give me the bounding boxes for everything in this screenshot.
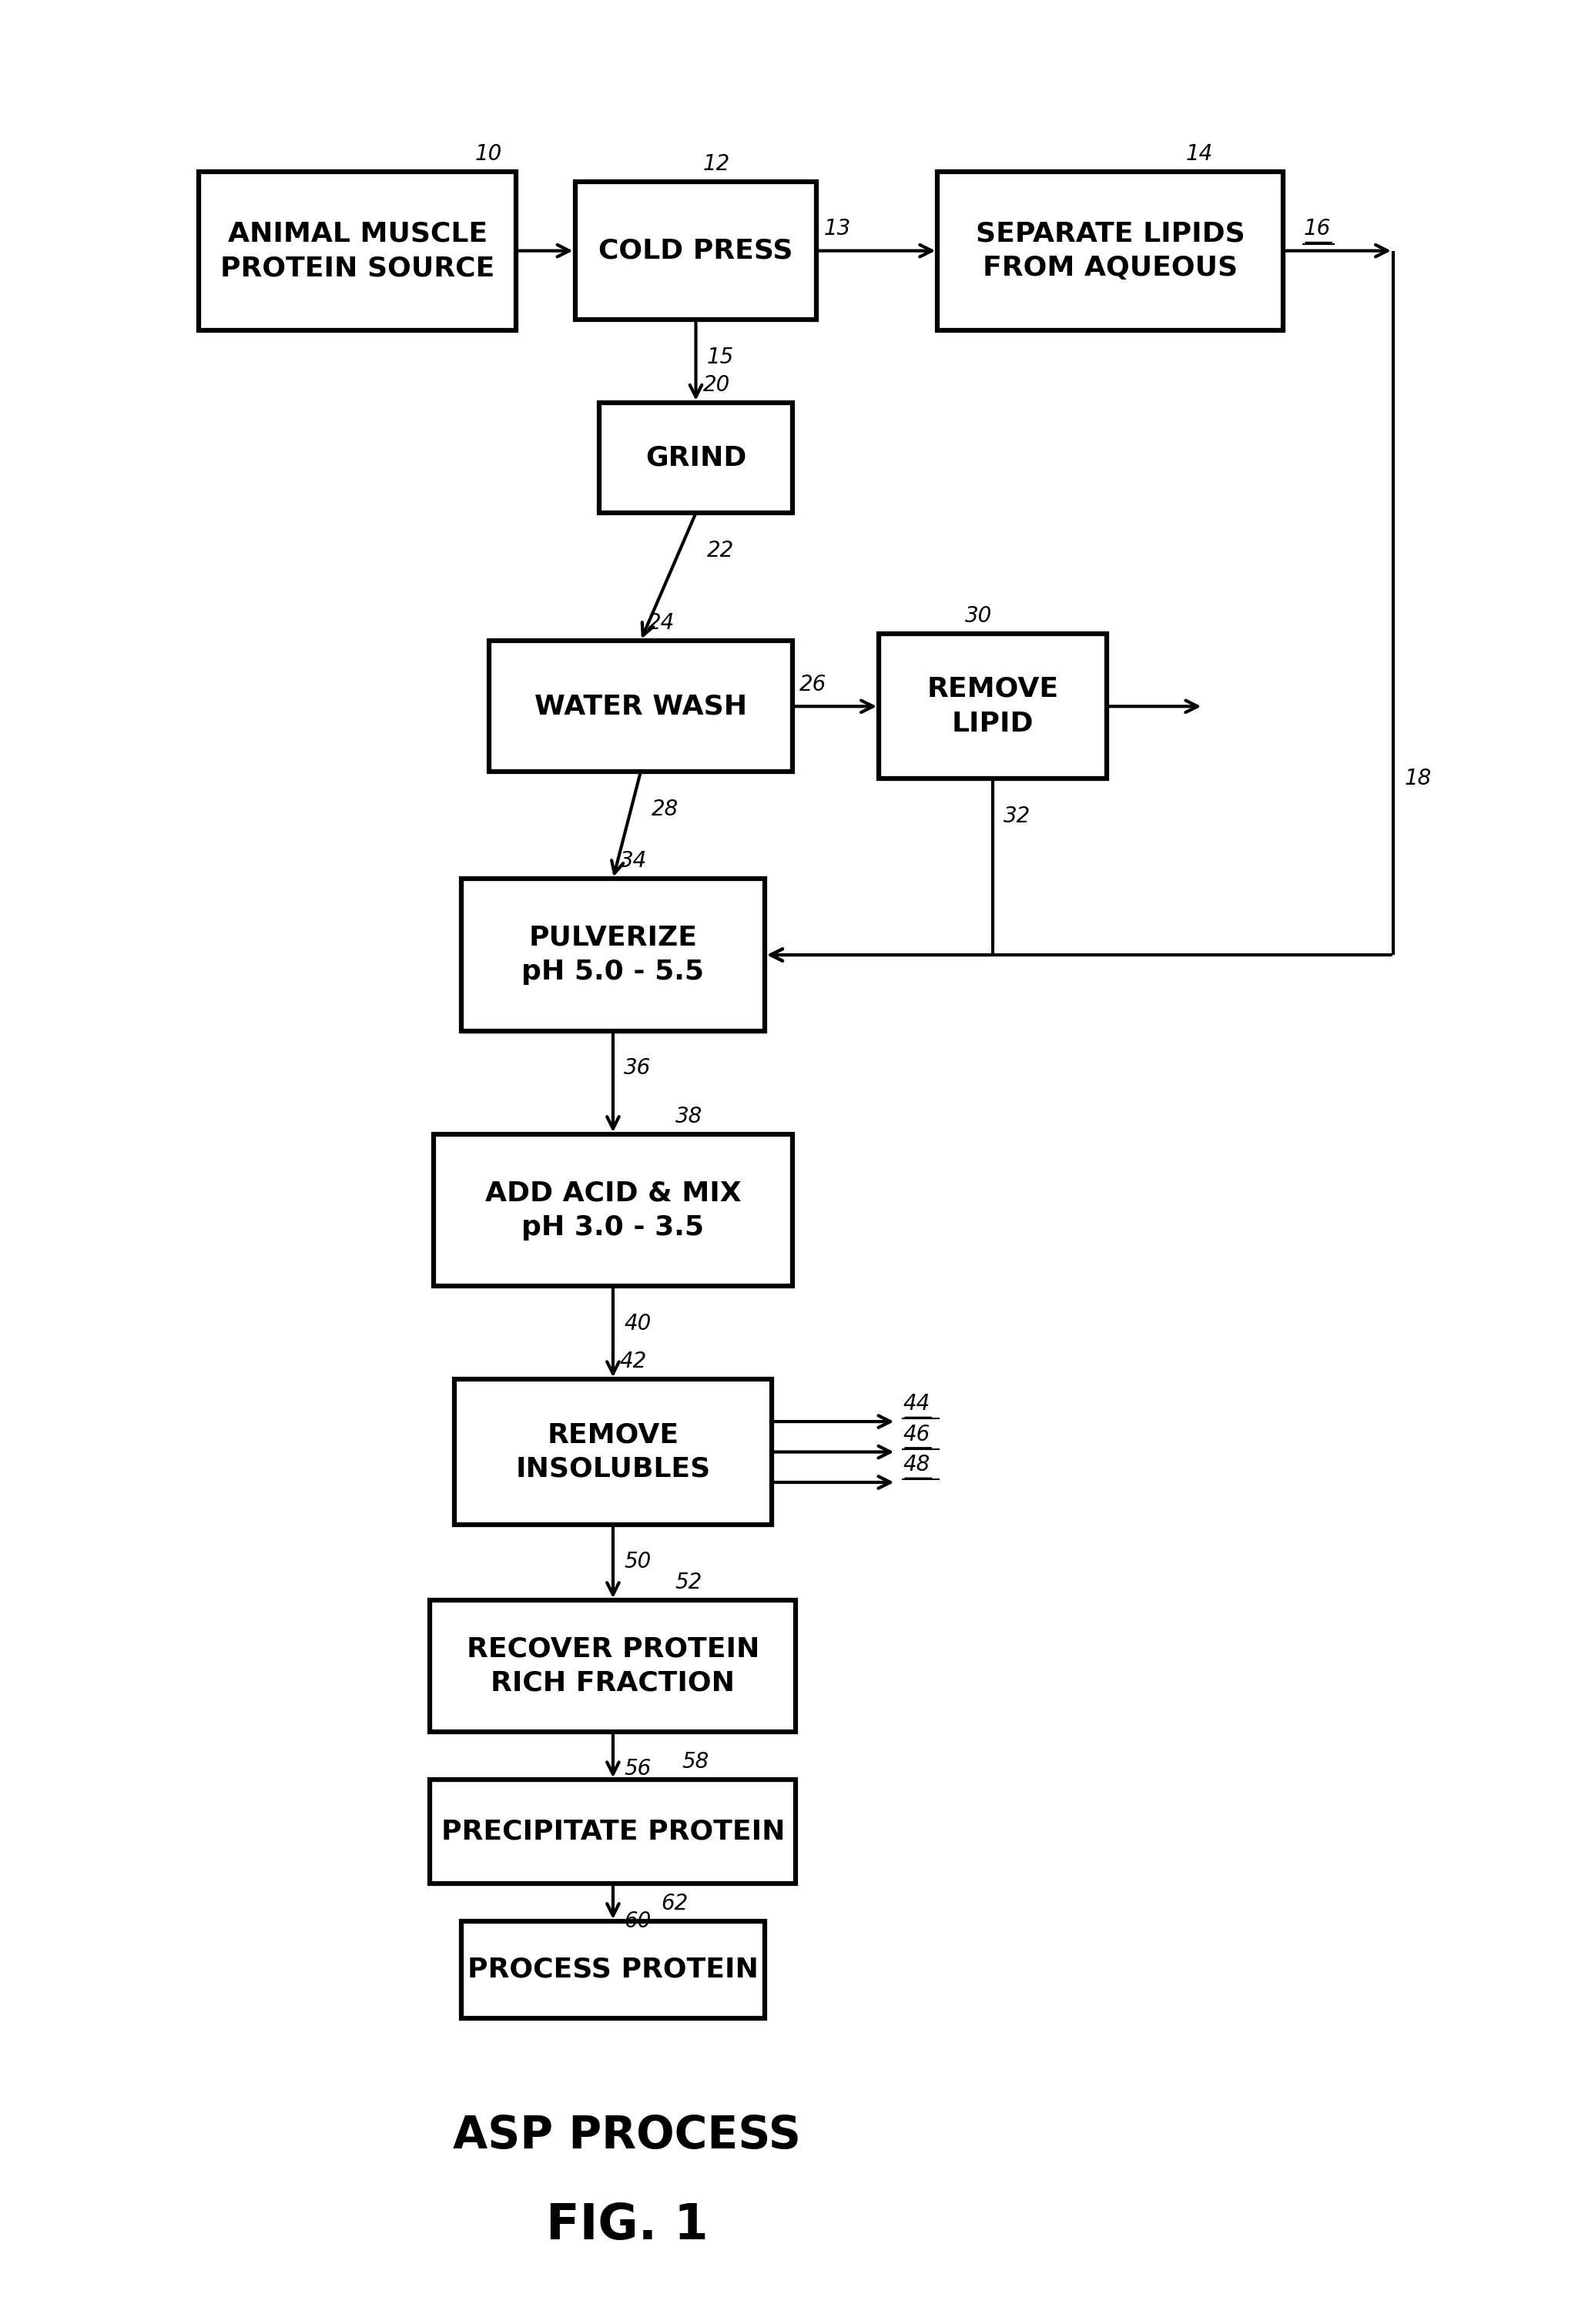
Text: 15: 15 (707, 346, 734, 367)
Text: ASP PROCESS: ASP PROCESS (453, 2113, 800, 2157)
Bar (488, 641, 792, 772)
Text: 44: 44 (903, 1392, 930, 1415)
Text: 38: 38 (675, 1106, 702, 1127)
Text: 32: 32 (1003, 806, 1030, 827)
Text: 12: 12 (702, 153, 729, 174)
Text: 40: 40 (624, 1313, 651, 1334)
Text: 28: 28 (651, 799, 678, 820)
Text: 56: 56 (624, 1759, 651, 1780)
Text: COLD PRESS: COLD PRESS (599, 237, 792, 265)
Text: GRIND: GRIND (645, 444, 747, 472)
Text: 46: 46 (903, 1425, 930, 1446)
Bar (455, 1380, 772, 1525)
Text: 24: 24 (648, 611, 675, 634)
Text: WATER WASH: WATER WASH (534, 693, 747, 720)
Bar (937, 172, 1282, 330)
Bar (198, 172, 517, 330)
Text: RECOVER PROTEIN
RICH FRACTION: RECOVER PROTEIN RICH FRACTION (466, 1636, 759, 1697)
Text: 60: 60 (624, 1910, 651, 1931)
Bar (430, 1601, 796, 1731)
Text: FIG. 1: FIG. 1 (545, 2201, 708, 2250)
Text: 18: 18 (1404, 767, 1431, 790)
Bar (461, 1922, 766, 2017)
Text: PRECIPITATE PROTEIN: PRECIPITATE PROTEIN (441, 1820, 785, 1845)
Text: 22: 22 (707, 539, 734, 562)
Bar (575, 181, 816, 321)
Text: 14: 14 (1186, 142, 1213, 165)
Text: 52: 52 (675, 1571, 702, 1594)
Text: 30: 30 (965, 607, 992, 627)
Text: ANIMAL MUSCLE
PROTEIN SOURCE: ANIMAL MUSCLE PROTEIN SOURCE (220, 221, 495, 281)
Text: 62: 62 (661, 1894, 688, 1915)
Text: SEPARATE LIPIDS
FROM AQUEOUS: SEPARATE LIPIDS FROM AQUEOUS (975, 221, 1244, 281)
Text: 34: 34 (620, 851, 647, 872)
Text: 13: 13 (824, 218, 851, 239)
Text: ADD ACID & MIX
pH 3.0 - 3.5: ADD ACID & MIX pH 3.0 - 3.5 (485, 1181, 742, 1241)
Text: PROCESS PROTEIN: PROCESS PROTEIN (468, 1957, 759, 1982)
Text: 48: 48 (903, 1455, 930, 1476)
Text: 26: 26 (799, 674, 826, 695)
Text: REMOVE
LIPID: REMOVE LIPID (927, 676, 1059, 737)
Bar (433, 1134, 792, 1285)
Text: PULVERIZE
pH 5.0 - 5.5: PULVERIZE pH 5.0 - 5.5 (521, 925, 704, 985)
Text: 58: 58 (682, 1752, 708, 1773)
Text: 50: 50 (624, 1550, 651, 1573)
Text: 36: 36 (624, 1057, 651, 1078)
Text: REMOVE
INSOLUBLES: REMOVE INSOLUBLES (515, 1422, 710, 1483)
Bar (430, 1780, 796, 1882)
Bar (461, 878, 766, 1032)
Bar (878, 634, 1106, 779)
Text: 10: 10 (476, 142, 502, 165)
Bar (599, 402, 792, 514)
Text: 20: 20 (702, 374, 729, 395)
Text: 42: 42 (620, 1350, 647, 1373)
Text: 16: 16 (1303, 218, 1330, 239)
